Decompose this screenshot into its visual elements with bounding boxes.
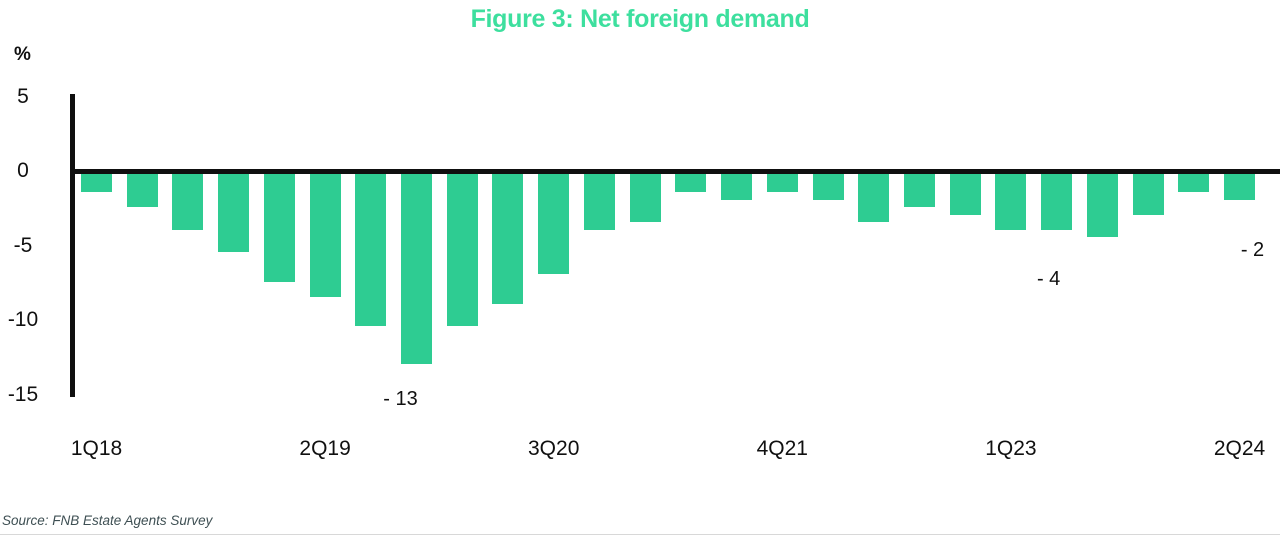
bar	[218, 170, 250, 252]
y-axis-tick-label: -5	[13, 233, 33, 257]
bar	[1086, 170, 1118, 238]
bar-value-label: - 13	[383, 387, 418, 410]
y-axis-line	[70, 94, 75, 397]
y-axis-tick-label: -15	[7, 382, 39, 406]
bar	[721, 170, 753, 200]
x-axis-tick-label: 3Q20	[528, 437, 580, 460]
bar	[995, 170, 1027, 230]
bar	[1224, 170, 1255, 200]
y-axis-tick-label: -10	[7, 308, 39, 331]
bar	[812, 170, 844, 200]
bar	[629, 170, 661, 223]
bar	[309, 170, 341, 297]
chart-title: Figure 3: Net foreign demand	[470, 5, 810, 33]
x-axis-tick-label: 2Q24	[1213, 437, 1266, 460]
x-axis-tick-label: 2Q19	[299, 437, 351, 460]
bottom-divider	[0, 534, 1280, 535]
bar	[1132, 170, 1164, 215]
bar	[858, 170, 890, 223]
x-axis-tick-label: 1Q23	[985, 437, 1037, 460]
bar-value-label: - 4	[1036, 267, 1061, 290]
bar	[1178, 170, 1210, 193]
y-axis-unit-label: %	[14, 44, 31, 65]
y-axis-tick-label: 0	[17, 159, 29, 182]
x-axis-tick-label: 4Q21	[756, 437, 808, 460]
bar	[263, 170, 295, 282]
bar	[401, 170, 433, 364]
bar	[903, 170, 935, 208]
bar	[81, 170, 112, 193]
bar	[538, 170, 570, 275]
bar	[583, 170, 615, 230]
bar	[492, 170, 524, 305]
zero-baseline	[70, 168, 1280, 174]
bar	[1041, 170, 1073, 230]
bar	[126, 170, 158, 208]
x-axis-tick-label: 1Q18	[70, 437, 123, 460]
bar	[355, 170, 387, 327]
bar	[446, 170, 478, 327]
bar	[766, 170, 798, 193]
y-axis-tick-label: 5	[17, 84, 29, 108]
bar	[675, 170, 707, 193]
bar-value-label: - 2	[1240, 238, 1265, 261]
bar	[949, 170, 981, 215]
source-note: Source: FNB Estate Agents Survey	[2, 513, 213, 528]
bar	[172, 170, 204, 230]
